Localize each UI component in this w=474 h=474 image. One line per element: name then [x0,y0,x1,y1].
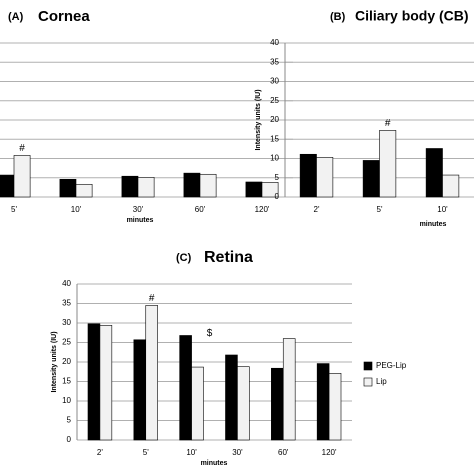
x-tick-label: 10' [186,448,197,457]
y-tick-label: 5 [275,173,280,182]
bar [237,366,250,441]
x-tick-label: 10' [71,205,82,214]
bar [442,174,460,198]
y-tick-label: 25 [270,96,279,105]
bar [183,172,201,198]
bar [299,153,317,198]
panel-label: (B) [330,11,346,23]
legend-label: Lip [376,377,387,386]
bar [191,366,204,441]
legend-swatch [363,361,373,371]
y-tick-label: 40 [62,279,71,288]
bar [261,182,279,198]
bar [145,305,158,441]
annotation: # [385,118,391,129]
chart-title: Cornea [38,8,90,25]
y-tick-label: 15 [62,377,71,386]
y-tick-label: 10 [62,396,71,405]
y-tick-label: 20 [62,357,71,366]
x-tick-label: 5' [377,205,383,214]
legend-swatch [363,377,373,387]
bar [13,155,31,198]
annotation: # [19,143,25,154]
annotation: $ [207,328,213,339]
x-tick-label: 60' [278,448,289,457]
x-tick-label: 120' [255,205,270,214]
x-tick-label: 60' [195,205,206,214]
chart-title: Retina [204,249,253,266]
x-tick-label: 5' [11,205,17,214]
bar [179,335,192,441]
panel-label: (A) [8,11,24,23]
y-tick-label: 0 [67,435,72,444]
y-tick-label: 0 [275,192,280,201]
y-axis-label: Intensity units (IU) [255,89,262,150]
chart-title: Ciliary body (CB) [355,8,469,24]
bar [121,175,139,198]
bar [282,338,296,441]
x-tick-label: 10' [437,205,448,214]
y-tick-label: 25 [62,338,71,347]
y-tick-label: 35 [62,299,71,308]
bar [99,325,113,441]
bar [316,157,334,198]
y-tick-label: 10 [270,154,279,163]
bar [199,173,217,198]
x-tick-label: 2' [97,448,103,457]
bar [59,178,77,198]
x-tick-label: 5' [143,448,149,457]
y-tick-label: 30 [270,77,279,86]
x-tick-label: 30' [133,205,144,214]
bar [225,354,238,441]
y-tick-label: 35 [270,57,279,66]
bar [379,130,397,198]
bar [328,373,342,441]
x-axis-label: minutes [420,221,447,228]
bar [425,148,443,198]
panel-label: (C) [176,252,192,264]
bar [362,160,380,198]
x-axis-label: minutes [127,217,154,224]
bar [271,367,284,441]
y-tick-label: 30 [62,318,71,327]
x-tick-label: 2' [314,205,320,214]
legend-label: PEG-Lip [376,361,407,370]
y-axis-label: Intensity units (IU) [51,331,58,392]
bar [87,323,101,441]
bar [137,177,155,198]
annotation: # [149,293,155,304]
bar [133,339,147,441]
x-tick-label: 120' [322,448,337,457]
y-tick-label: 15 [270,134,279,143]
bar [0,174,15,198]
bar [245,181,263,198]
y-tick-label: 5 [67,416,72,425]
bar [316,363,330,441]
y-tick-label: 40 [270,38,279,47]
x-tick-label: 30' [232,448,243,457]
bar [75,183,93,198]
y-tick-label: 20 [270,115,279,124]
x-axis-label: minutes [201,460,228,467]
